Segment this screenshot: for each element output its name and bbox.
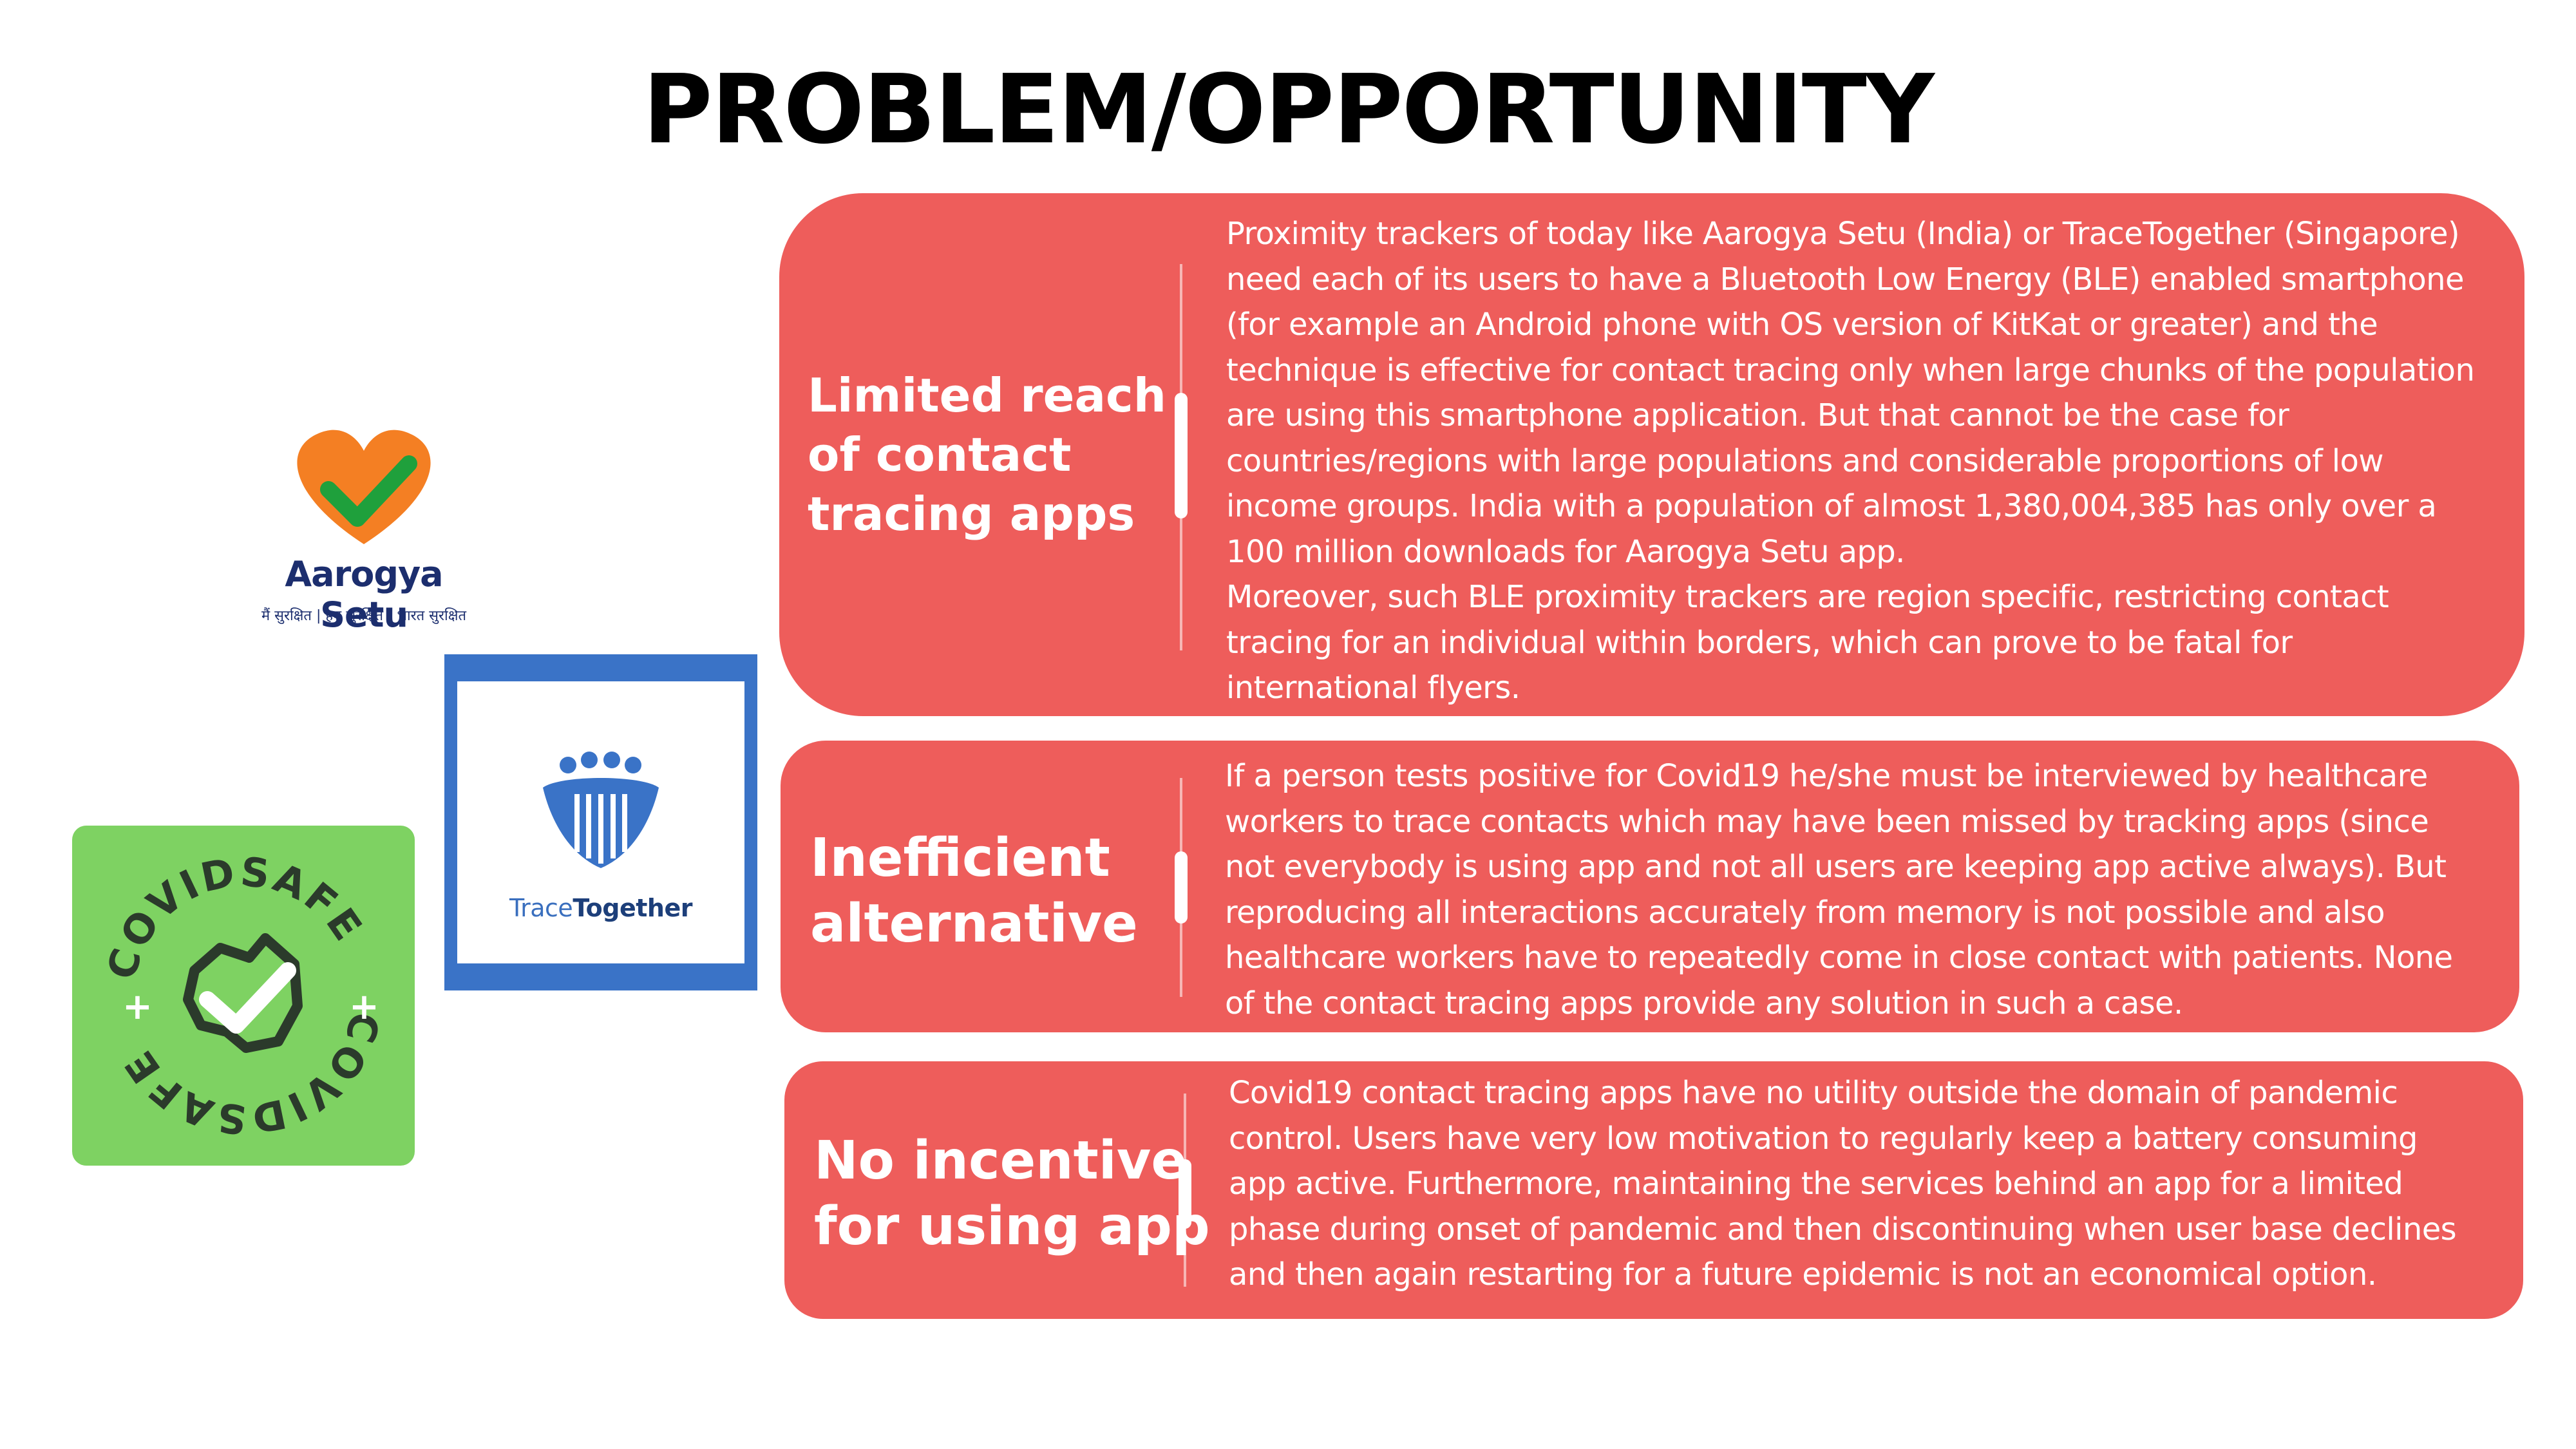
card-title: Inefficient alternative	[810, 828, 1138, 954]
heart-check-icon	[297, 430, 431, 544]
svg-text:+: +	[349, 986, 379, 1028]
tracetogether-logo: TraceTogether	[444, 654, 757, 990]
card-title: Limited reach of contact tracing apps	[808, 368, 1166, 541]
card-body: Covid19 contact tracing apps have no uti…	[1229, 1075, 2457, 1293]
page-title: PROBLEM/OPPORTUNITY	[643, 54, 1935, 165]
covidsafe-ring-text-1: COVIDSAFE	[98, 848, 370, 985]
people-group-icon	[543, 752, 659, 868]
tracetogether-name-light: Trace	[509, 894, 573, 922]
aarogya-name: Aarogya Setu	[285, 554, 443, 635]
covidsafe-logo: COVIDSAFE COVIDSAFE + +	[72, 826, 415, 1166]
problem-card-limited-reach: Limited reach of contact tracing apps Pr…	[779, 193, 2524, 716]
card-body: If a person tests positive for Covid19 h…	[1225, 758, 2453, 1021]
card-divider-knob	[1179, 1159, 1191, 1229]
problem-card-inefficient-alternative: Inefficient alternative If a person test…	[781, 741, 2519, 1032]
tracetogether-name: TraceTogether	[457, 894, 744, 922]
card-body: Proximity trackers of today like Aarogya…	[1226, 216, 2475, 706]
card-divider-knob	[1175, 393, 1188, 518]
card-title: No incentive for using app	[814, 1130, 1210, 1257]
problem-card-no-incentive: No incentive for using app Covid19 conta…	[784, 1061, 2523, 1319]
aarogya-setu-logo: Aarogya Setu मैं सुरक्षित | हम सुरक्षित …	[238, 412, 489, 635]
svg-text:+: +	[122, 986, 153, 1028]
australia-check-icon: COVIDSAFE COVIDSAFE + +	[98, 848, 390, 1144]
covidsafe-ring-text-2: COVIDSAFE	[115, 1007, 387, 1144]
tracetogether-name-bold: Together	[573, 894, 692, 922]
svg-text:COVIDSAFE: COVIDSAFE	[115, 1007, 390, 1144]
card-divider-knob	[1175, 851, 1188, 923]
aarogya-tagline: मैं सुरक्षित | हम सुरक्षित | भारत सुरक्ष…	[261, 608, 467, 624]
svg-text:COVIDSAFE: COVIDSAFE	[98, 848, 373, 985]
